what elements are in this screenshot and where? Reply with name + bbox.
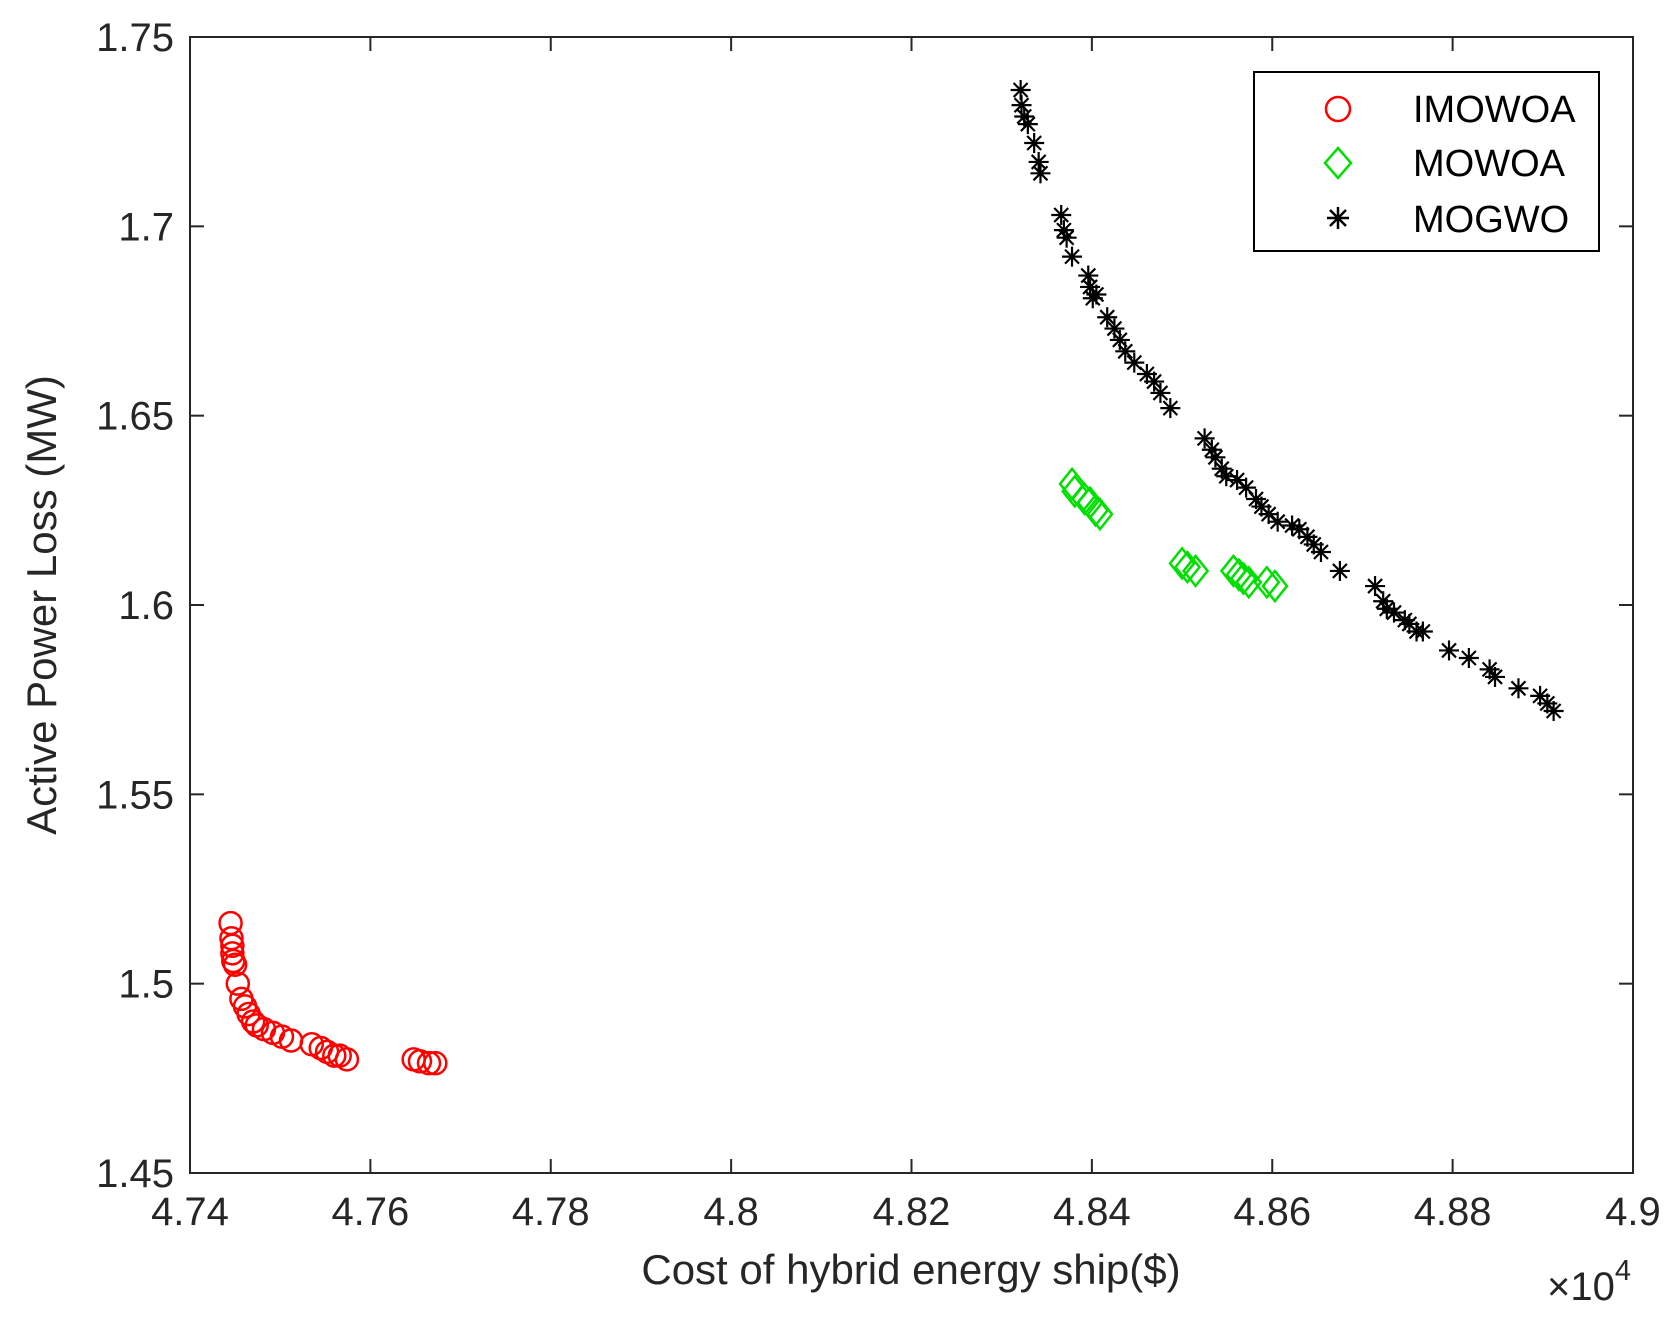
y-tick-label: 1.5 xyxy=(118,963,174,1007)
x-tick-label: 4.86 xyxy=(1233,1190,1311,1234)
point-mogwo xyxy=(1485,666,1506,687)
point-mogwo xyxy=(1017,114,1038,135)
point-mowoa xyxy=(1229,561,1257,596)
point-mogwo xyxy=(1086,284,1107,305)
point-imowoa xyxy=(416,1050,442,1076)
point-mogwo xyxy=(1205,447,1226,468)
point-mowoa xyxy=(1261,569,1289,604)
legend-label-mowoa: MOWOA xyxy=(1413,143,1566,185)
y-tick-label: 1.7 xyxy=(118,205,174,249)
x-axis-title: Cost of hybrid energy ship($) xyxy=(641,1246,1180,1293)
x-tick-label: 4.88 xyxy=(1414,1190,1492,1234)
x-axis-multiplier-exponent: 4 xyxy=(1615,1255,1631,1287)
point-imowoa xyxy=(423,1050,448,1076)
point-mogwo xyxy=(1144,371,1165,392)
point-mogwo xyxy=(1097,307,1118,328)
point-imowoa xyxy=(334,1047,360,1072)
point-imowoa xyxy=(222,952,248,977)
point-mogwo xyxy=(1310,541,1331,562)
points-layer xyxy=(218,80,1564,1076)
point-mogwo xyxy=(1056,227,1077,248)
point-mogwo xyxy=(1010,80,1031,101)
point-mogwo xyxy=(1115,341,1136,362)
y-tick-label: 1.75 xyxy=(96,16,174,60)
x-tick-label: 4.9 xyxy=(1605,1190,1661,1234)
legend-label-mogwo: MOGWO xyxy=(1413,199,1569,241)
point-mogwo xyxy=(1150,382,1171,403)
point-mogwo xyxy=(1543,701,1564,722)
point-mogwo xyxy=(1124,352,1145,373)
point-mogwo xyxy=(1439,640,1460,661)
x-tick-label: 4.8 xyxy=(703,1190,759,1234)
point-mogwo xyxy=(1329,560,1350,581)
y-axis-title: Active Power Loss (MW) xyxy=(18,375,65,835)
legend-marker-mogwo xyxy=(1327,207,1349,229)
point-mogwo xyxy=(1051,204,1072,225)
legend: IMOWOA MOWOA MOGWO xyxy=(1253,71,1600,252)
point-imowoa xyxy=(322,1043,347,1068)
x-tick-label: 4.76 xyxy=(331,1190,409,1234)
point-mogwo xyxy=(1024,133,1045,154)
point-imowoa xyxy=(220,933,245,959)
point-mowoa xyxy=(1173,550,1202,585)
point-mogwo xyxy=(1384,602,1405,623)
point-imowoa xyxy=(407,1049,433,1074)
point-mowoa xyxy=(1181,553,1210,588)
legend-marker-imowoa xyxy=(1324,95,1352,123)
point-mowoa xyxy=(1253,565,1281,600)
y-tick-label: 1.55 xyxy=(96,773,174,817)
x-axis-multiplier-base: ×10 xyxy=(1547,1265,1615,1309)
x-axis-multiplier: ×104 xyxy=(1547,1255,1631,1309)
point-mowoa xyxy=(1086,497,1114,532)
x-tick-label: 4.74 xyxy=(151,1190,229,1234)
legend-box xyxy=(1253,71,1600,252)
y-tick-label: 1.45 xyxy=(96,1152,174,1196)
x-tick-label: 4.84 xyxy=(1053,1190,1131,1234)
point-mogwo xyxy=(1267,511,1288,532)
point-mogwo xyxy=(1160,398,1181,419)
point-mowoa xyxy=(1071,481,1099,516)
point-mogwo xyxy=(1062,246,1083,267)
point-mogwo xyxy=(1011,95,1032,116)
point-mogwo xyxy=(1194,428,1215,449)
y-tick-label: 1.65 xyxy=(96,395,174,439)
x-tick-label: 4.78 xyxy=(512,1190,590,1234)
point-mowoa xyxy=(1235,565,1263,600)
point-mogwo xyxy=(1030,163,1051,184)
point-imowoa xyxy=(220,941,245,966)
point-imowoa xyxy=(225,971,251,996)
point-mogwo xyxy=(1458,648,1479,669)
legend-label-imowoa: IMOWOA xyxy=(1413,89,1576,131)
point-mogwo xyxy=(1412,621,1433,642)
point-mogwo xyxy=(1508,678,1529,699)
x-tick-label: 4.82 xyxy=(873,1190,951,1234)
legend-marker-mowoa xyxy=(1323,146,1353,180)
y-tick-label: 1.6 xyxy=(118,584,174,628)
ticks-layer: 4.74 4.76 4.78 4.8 4.82 4.84 4.86 4.88 4.9 1.45 1.… xyxy=(96,16,1661,1234)
point-mowoa xyxy=(1168,546,1196,581)
point-mogwo xyxy=(1365,576,1386,597)
